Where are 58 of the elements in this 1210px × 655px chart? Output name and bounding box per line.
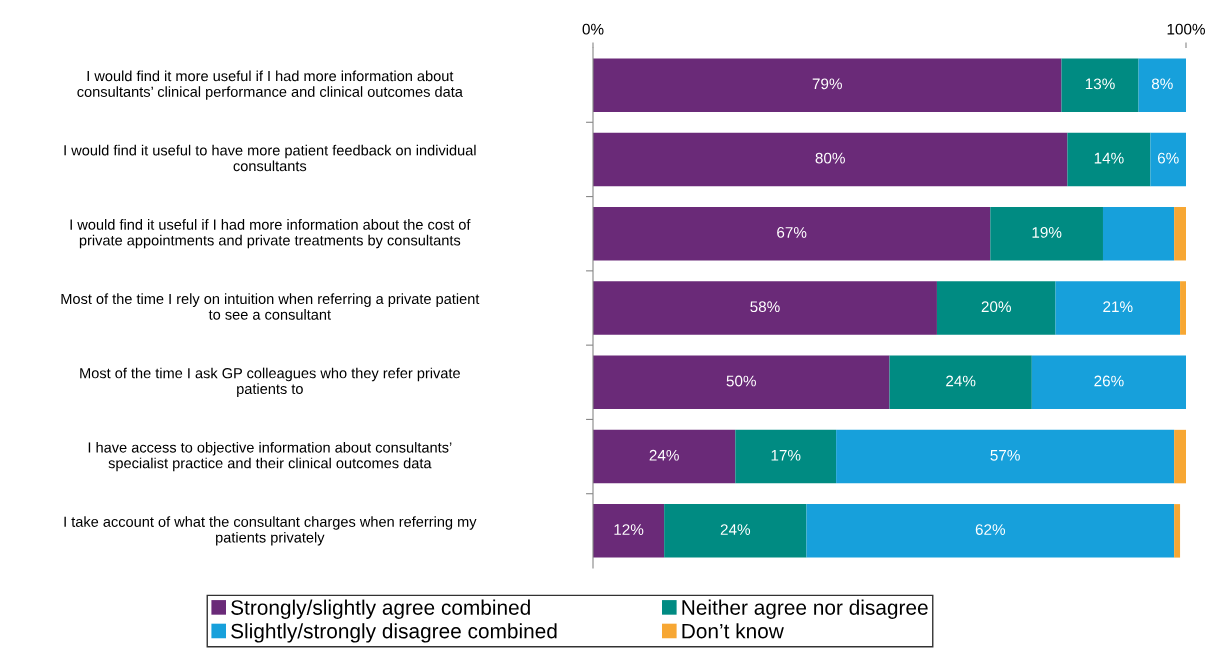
data-label: 67%	[777, 227, 807, 238]
bar	[593, 58, 1062, 112]
y-tick-label: I would find it useful if I had more information about the cost of private appointments and private treatments by consultants	[70, 219, 471, 249]
data-label: 8%	[1151, 78, 1173, 90]
y-tick-label: I have access to objective information about consultants’ specialist practice and their clinical outcomes data	[88, 441, 452, 472]
bar	[1150, 132, 1186, 187]
data-label: 58%	[750, 301, 780, 313]
bar	[1102, 206, 1175, 261]
bar	[593, 429, 736, 484]
bar	[1031, 355, 1186, 410]
bar	[1174, 429, 1186, 484]
legend-label: Neither agree nor disagree	[682, 599, 928, 619]
bar	[936, 281, 1056, 335]
data-label: 14%	[1094, 152, 1124, 164]
data-label: 26%	[1094, 375, 1124, 387]
bar	[1061, 58, 1139, 112]
bar	[664, 504, 807, 558]
bar	[1174, 504, 1181, 558]
legend-label: Don’t know	[682, 623, 784, 639]
bar	[1180, 281, 1186, 335]
bar	[1174, 206, 1186, 261]
data-label: 80%	[815, 152, 845, 164]
data-label: 13%	[1085, 78, 1115, 90]
bar	[1067, 132, 1151, 187]
y-tick-label: Most of the time I rely on intuition when referring a private patient to see a consultant	[61, 293, 480, 320]
y-tick-label: I would find it useful to have more patient feedback on individual consultants	[64, 144, 476, 172]
data-label: 24%	[946, 375, 976, 387]
bar	[735, 429, 837, 484]
y-tick-label: I take account of what the consultant charges when referring my patients privately	[64, 516, 477, 546]
bar	[593, 206, 991, 261]
y-tick-label: I would find it more useful if I had more information about consultants’ clinical performance and clinical outcomes data	[77, 70, 463, 100]
bar	[889, 355, 1032, 410]
data-label: 24%	[649, 449, 679, 461]
bar	[593, 132, 1068, 187]
data-label: 57%	[990, 449, 1020, 461]
bar	[806, 504, 1175, 558]
legend-label: Slightly/strongly disagree combined	[231, 623, 557, 643]
y-tick-label: Most of the time I ask GP colleagues who they refer private patients to	[80, 367, 460, 397]
bar	[1055, 281, 1181, 335]
data-label: 21%	[1103, 301, 1133, 313]
data-label: 62%	[975, 524, 1006, 535]
data-label: 19%	[1032, 227, 1062, 238]
data-label: 24%	[720, 524, 751, 535]
bar	[1138, 58, 1186, 112]
data-label: 12%	[614, 524, 644, 535]
bar	[990, 206, 1103, 261]
data-label: 50%	[726, 375, 756, 387]
data-label: 79%	[812, 78, 842, 90]
bar	[836, 429, 1175, 484]
bar	[593, 504, 665, 558]
data-label: 6%	[1157, 152, 1179, 164]
data-label: 20%	[981, 301, 1011, 313]
data-label: 17%	[771, 449, 801, 461]
x-tick-label: 0%	[582, 23, 604, 35]
bar	[593, 355, 890, 410]
bar	[593, 281, 937, 335]
x-tick-label: 100%	[1167, 23, 1205, 35]
legend-label: Strongly/slightly agree combined	[231, 599, 530, 619]
